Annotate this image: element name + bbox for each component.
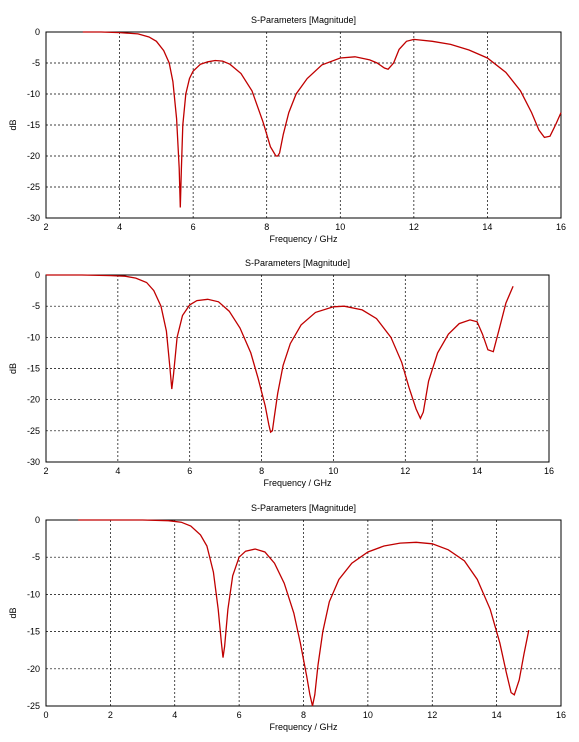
x-tick-label: 14: [492, 710, 502, 720]
y-tick-label: -25: [27, 426, 40, 436]
x-tick-label: 12: [400, 466, 410, 476]
x-tick-label: 10: [328, 466, 338, 476]
chart-2: S-Parameters [Magnitude] 2 4 6 8 10 12 14 16 0 -5 -…: [8, 258, 554, 488]
x-tick-label: 2: [43, 466, 48, 476]
y-tick-label: -30: [27, 457, 40, 467]
y-tick-label: 0: [35, 515, 40, 525]
x-tick-label: 12: [409, 222, 419, 232]
y-tick-label: -10: [27, 589, 40, 599]
x-tick-label: 2: [43, 222, 48, 232]
plot-frame: [45, 31, 562, 219]
x-tick-label: 8: [264, 222, 269, 232]
x-tick-label: 4: [117, 222, 122, 232]
chart-title: S-Parameters [Magnitude]: [251, 503, 356, 513]
y-tick-label: -25: [27, 182, 40, 192]
y-tick-label: -5: [32, 552, 40, 562]
y-tick-label: -20: [27, 395, 40, 405]
y-tick-label: -20: [27, 151, 40, 161]
x-tick-label: 2: [108, 710, 113, 720]
series-line: [46, 274, 514, 434]
x-tick-label: 4: [115, 466, 120, 476]
plot-frame: [45, 519, 562, 707]
y-tick-label: -10: [27, 332, 40, 342]
y-tick-label: -5: [32, 301, 40, 311]
x-tick-label: 6: [191, 222, 196, 232]
x-tick-label: 10: [335, 222, 345, 232]
x-tick-label: 12: [427, 710, 437, 720]
x-tick-label: 10: [363, 710, 373, 720]
x-tick-label: 6: [237, 710, 242, 720]
chart-1: S-Parameters [Magnitude] 2 4 6 8 10 12 14 16 0 -5 -…: [8, 15, 566, 244]
y-tick-label: 0: [35, 270, 40, 280]
y-tick-label: -30: [27, 213, 40, 223]
y-tick-label: -15: [27, 627, 40, 637]
y-axis-label: dB: [8, 607, 18, 618]
y-tick-label: -5: [32, 58, 40, 68]
y-tick-label: -20: [27, 664, 40, 674]
y-axis-label: dB: [8, 363, 18, 374]
chart-title: S-Parameters [Magnitude]: [245, 258, 350, 268]
x-tick-label: 8: [259, 466, 264, 476]
y-tick-label: -25: [27, 701, 40, 711]
x-axis-label: Frequency / GHz: [263, 478, 332, 488]
y-tick-label: 0: [35, 27, 40, 37]
x-tick-label: 16: [544, 466, 554, 476]
y-tick-label: -15: [27, 120, 40, 130]
x-tick-label: 14: [472, 466, 482, 476]
y-tick-label: -15: [27, 364, 40, 374]
chart-title: S-Parameters [Magnitude]: [251, 15, 356, 25]
chart-3: S-Parameters [Magnitude] 0 2 4 6 8 10 12 14 16 0 -5…: [8, 503, 566, 732]
x-tick-label: 16: [556, 710, 566, 720]
y-axis-label: dB: [8, 119, 18, 130]
x-tick-label: 14: [482, 222, 492, 232]
x-axis-label: Frequency / GHz: [269, 234, 338, 244]
x-tick-label: 4: [172, 710, 177, 720]
x-tick-label: 8: [301, 710, 306, 720]
x-axis-label: Frequency / GHz: [269, 722, 338, 732]
x-tick-label: 0: [43, 710, 48, 720]
series-line: [82, 31, 562, 208]
y-tick-label: -10: [27, 89, 40, 99]
x-tick-label: 6: [187, 466, 192, 476]
series-line: [78, 519, 530, 707]
x-tick-label: 16: [556, 222, 566, 232]
plot-frame: [45, 274, 550, 463]
